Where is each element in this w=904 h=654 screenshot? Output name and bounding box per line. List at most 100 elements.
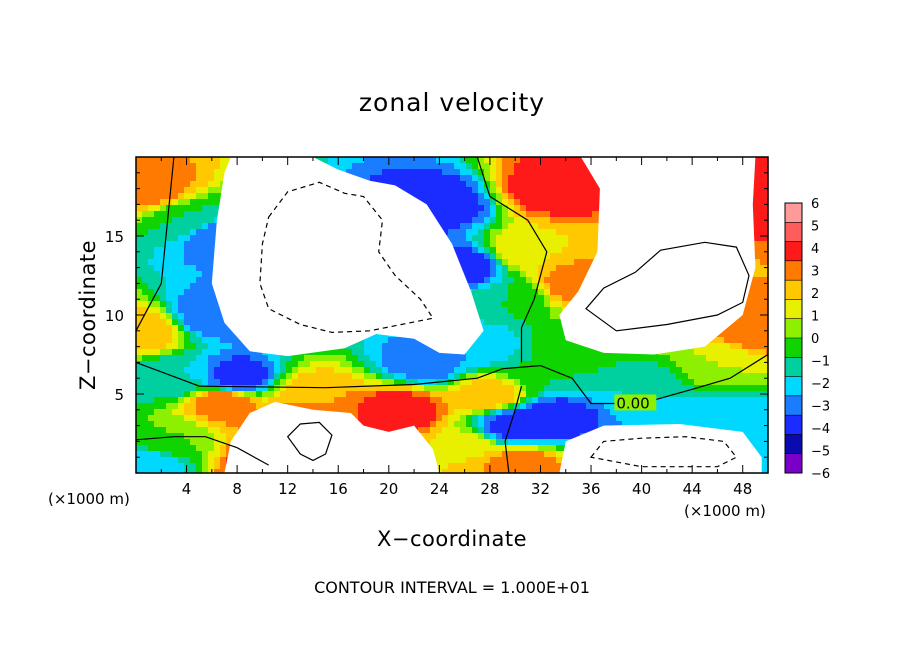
heat-cell (592, 187, 599, 194)
heat-cell (748, 427, 755, 434)
heat-cell (436, 163, 443, 170)
heat-cell (592, 367, 599, 374)
heat-cell (532, 217, 539, 224)
heat-cell (202, 295, 209, 302)
heat-cell (478, 157, 485, 164)
heat-cell (208, 409, 215, 416)
heat-cell (280, 397, 287, 404)
heat-cell (208, 331, 215, 338)
heat-cell (178, 295, 185, 302)
heat-cell (520, 259, 527, 266)
heat-cell (436, 169, 443, 176)
heat-cell (586, 403, 593, 410)
heat-cell (550, 307, 557, 314)
heat-cell (352, 367, 359, 374)
heat-cell (550, 397, 557, 404)
heat-cell (148, 301, 155, 308)
heat-cell (484, 181, 491, 188)
heat-cell (748, 391, 755, 398)
heat-cell (544, 403, 551, 410)
heat-cell (154, 385, 161, 392)
heat-cell (436, 355, 443, 362)
heat-cell (532, 301, 539, 308)
heat-cell (160, 385, 167, 392)
heat-cell (508, 295, 515, 302)
heat-cell (688, 409, 695, 416)
heat-cell (202, 415, 209, 422)
heat-cell (652, 379, 659, 386)
heat-cell (514, 427, 521, 434)
heat-cell (598, 403, 605, 410)
heat-cell (520, 415, 527, 422)
heat-cell (532, 163, 539, 170)
heat-cell (190, 397, 197, 404)
heat-cell (322, 349, 329, 356)
heat-cell (280, 355, 287, 362)
heat-cell (712, 397, 719, 404)
heat-cell (202, 439, 209, 446)
heat-cell (166, 415, 173, 422)
heat-cell (388, 349, 395, 356)
heat-cell (424, 391, 431, 398)
heat-cell (364, 367, 371, 374)
heat-cell (412, 397, 419, 404)
heat-cell (496, 301, 503, 308)
heat-cell (340, 349, 347, 356)
heat-cell (154, 331, 161, 338)
heat-cell (394, 343, 401, 350)
heat-cell (154, 205, 161, 212)
heat-cell (172, 379, 179, 386)
heat-cell (190, 289, 197, 296)
heat-cell (562, 385, 569, 392)
heat-cell (256, 397, 263, 404)
heat-cell (406, 175, 413, 182)
heat-cell (178, 379, 185, 386)
heat-cell (448, 211, 455, 218)
heat-cell (454, 241, 461, 248)
heat-cell (532, 199, 539, 206)
heat-cell (160, 205, 167, 212)
heat-cell (544, 175, 551, 182)
heat-cell (532, 427, 539, 434)
heat-cell (340, 367, 347, 374)
heat-cell (190, 265, 197, 272)
heat-cell (514, 433, 521, 440)
heat-cell (346, 391, 353, 398)
heat-cell (298, 355, 305, 362)
heat-cell (262, 385, 269, 392)
heat-cell (172, 319, 179, 326)
heat-cell (154, 259, 161, 266)
heat-cell (214, 433, 221, 440)
heat-cell (142, 175, 149, 182)
heat-cell (574, 187, 581, 194)
heat-cell (718, 403, 725, 410)
heat-cell (448, 169, 455, 176)
heat-cell (574, 229, 581, 236)
heat-cell (478, 391, 485, 398)
heat-cell (214, 163, 221, 170)
heat-cell (520, 343, 527, 350)
heat-cell (502, 325, 509, 332)
heat-cell (664, 391, 671, 398)
heat-cell (454, 193, 461, 200)
heat-cell (706, 367, 713, 374)
heat-cell (724, 355, 731, 362)
heat-cell (472, 163, 479, 170)
heat-cell (586, 187, 593, 194)
heat-cell (664, 385, 671, 392)
heat-cell (760, 301, 767, 308)
heat-cell (370, 175, 377, 182)
heat-cell (160, 289, 167, 296)
heat-cell (760, 403, 767, 410)
heat-cell (346, 373, 353, 380)
heat-cell (208, 391, 215, 398)
heat-cell (508, 229, 515, 236)
heat-cell (202, 325, 209, 332)
heat-cell (154, 277, 161, 284)
heat-cell (694, 355, 701, 362)
heat-cell (724, 391, 731, 398)
heat-cell (454, 355, 461, 362)
heat-cell (148, 397, 155, 404)
heat-cell (442, 163, 449, 170)
heat-cell (754, 277, 761, 284)
